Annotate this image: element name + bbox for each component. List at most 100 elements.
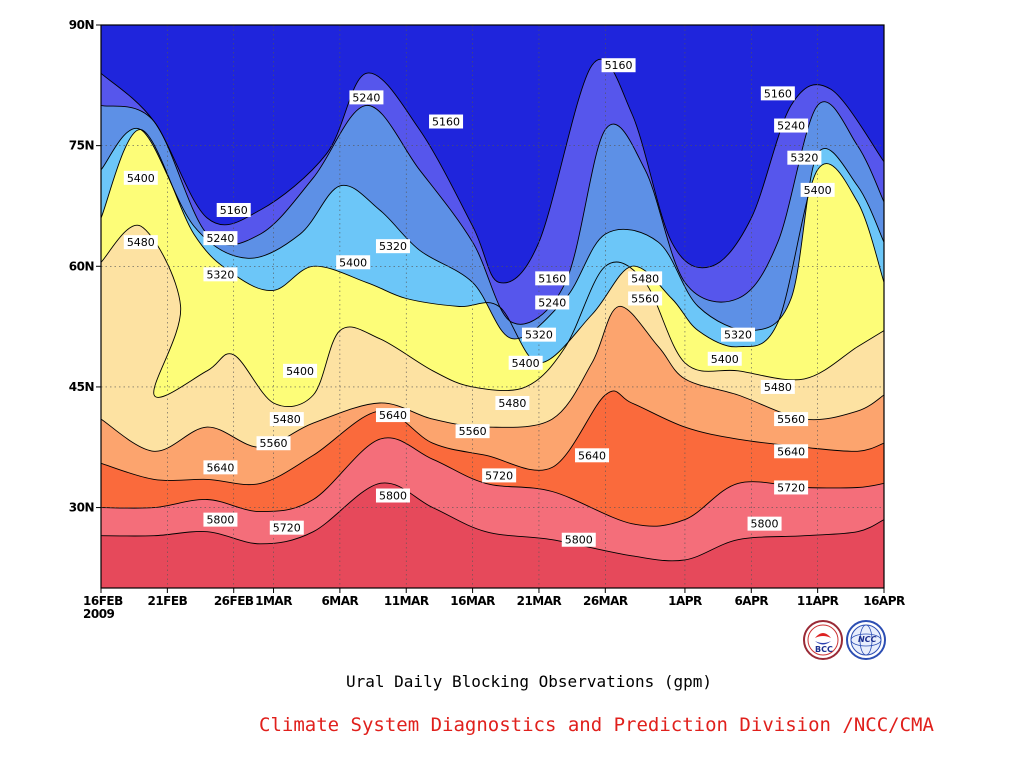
y-tick-label: 90N	[69, 18, 94, 32]
contour-label-bg	[508, 355, 543, 370]
contour-label-bg	[707, 351, 742, 366]
contour-label-bg	[482, 468, 517, 483]
contour-label-text: 5320	[525, 329, 553, 342]
contour-label: 5160	[216, 202, 251, 217]
contour-label-bg	[203, 460, 238, 475]
contour-label-text: 5480	[127, 236, 155, 249]
contour-label-text: 5560	[631, 292, 659, 305]
credit-line: Climate System Diagnostics and Predictio…	[259, 714, 934, 736]
contour-label-bg	[203, 267, 238, 282]
contour-line-5800	[101, 482, 884, 562]
contour-label-text: 5480	[273, 413, 301, 426]
contour-label-text: 5160	[605, 59, 633, 72]
contour-label-bg	[216, 202, 251, 217]
contour-label-text: 5320	[790, 152, 818, 165]
contour-label: 5160	[429, 114, 464, 129]
contour-label-text: 5160	[220, 204, 248, 217]
contour-label: 5160	[535, 271, 570, 286]
contour-label-text: 5800	[565, 534, 593, 547]
x-tick-label: 6APR	[734, 594, 768, 608]
contour-label: 5480	[760, 379, 795, 394]
contour-label-bg	[535, 295, 570, 310]
contour-label-text: 5720	[485, 469, 513, 482]
y-tick-label: 45N	[69, 380, 94, 394]
contour-label: 5480	[269, 412, 304, 427]
y-tick-label: 75N	[69, 139, 94, 153]
contour-label-text: 5800	[751, 518, 779, 531]
contour-label-bg	[774, 118, 809, 133]
contour-label: 5240	[203, 231, 238, 246]
contour-label-text: 5560	[459, 425, 487, 438]
contour-label-bg	[721, 327, 756, 342]
chart-caption: Ural Daily Blocking Observations (gpm)	[346, 672, 713, 691]
contour-label: 5640	[774, 444, 809, 459]
ncc-logo: NCC	[846, 620, 886, 660]
contour-label: 5240	[535, 295, 570, 310]
contour-label-bg	[375, 488, 410, 503]
band-below-5160	[101, 25, 884, 283]
contour-label: 5560	[256, 436, 291, 451]
contour-label-bg	[336, 255, 371, 270]
x-tick-label: 21FEB	[147, 594, 187, 608]
contour-label-bg	[203, 512, 238, 527]
contour-line-5160	[101, 58, 884, 284]
contour-labels: 5400 5480 5160 5240 5320 5400 5480 5560 5640 5720…	[123, 58, 835, 547]
x-tick-label: 11MAR	[384, 594, 429, 608]
contour-label: 5720	[482, 468, 517, 483]
contour-label-text: 5240	[538, 296, 566, 309]
bcc-logo-text: BCC	[815, 645, 833, 654]
y-tick-label: 60N	[69, 259, 94, 273]
contour-label-bg	[349, 90, 384, 105]
contour-label-text: 5400	[339, 256, 367, 269]
contour-fill-bands	[101, 25, 884, 588]
contour-line-5320	[101, 127, 884, 340]
contour-label: 5640	[375, 408, 410, 423]
contour-label-bg	[429, 114, 464, 129]
contour-line-5560	[101, 306, 884, 452]
contour-label: 5320	[521, 327, 556, 342]
x-tick-label: 26MAR	[583, 594, 628, 608]
contour-label-bg	[760, 379, 795, 394]
x-tick-label: 16MAR	[450, 594, 495, 608]
contour-label: 5400	[707, 351, 742, 366]
contour-label-text: 5160	[764, 87, 792, 100]
x-tick-label: 1APR	[668, 594, 702, 608]
contour-label-bg	[601, 58, 636, 73]
contour-line-5480	[101, 224, 884, 408]
contour-label-bg	[561, 532, 596, 547]
contour-label-bg	[760, 86, 795, 101]
contour-label-bg	[269, 412, 304, 427]
contour-label-text: 5160	[538, 272, 566, 285]
x-tick-label: 11APR	[797, 594, 839, 608]
x-tick-label: 2009	[83, 607, 115, 621]
contour-label-text: 5240	[206, 232, 234, 245]
ncc-globe-icon	[850, 624, 882, 656]
contour-label-bg	[269, 520, 304, 535]
contour-label-text: 5560	[777, 413, 805, 426]
contour-label-text: 5560	[260, 437, 288, 450]
contour-label-bg	[521, 327, 556, 342]
x-tick-label: 16FEB	[83, 594, 123, 608]
contour-label-text: 5480	[498, 397, 526, 410]
contour-label: 5160	[601, 58, 636, 73]
contour-label-bg	[774, 412, 809, 427]
contour-label-text: 5480	[631, 272, 659, 285]
x-tick-label: 26FEB	[214, 594, 254, 608]
contour-label: 5160	[760, 86, 795, 101]
contour-label: 5400	[283, 363, 318, 378]
contour-label: 5800	[561, 532, 596, 547]
contour-label-bg	[256, 436, 291, 451]
contour-label-text: 5640	[379, 409, 407, 422]
contour-label-bg	[123, 170, 158, 185]
contour-line-5640	[101, 390, 884, 486]
contour-label-bg	[774, 480, 809, 495]
contour-label: 5320	[203, 267, 238, 282]
contour-label: 5240	[349, 90, 384, 105]
y-tick-label: 30N	[69, 501, 94, 515]
contour-label-text: 5240	[777, 120, 805, 133]
contour-label: 5800	[375, 488, 410, 503]
contour-label-text: 5640	[777, 445, 805, 458]
bcc-logo: BCC	[803, 620, 843, 660]
contour-label-bg	[787, 150, 822, 165]
